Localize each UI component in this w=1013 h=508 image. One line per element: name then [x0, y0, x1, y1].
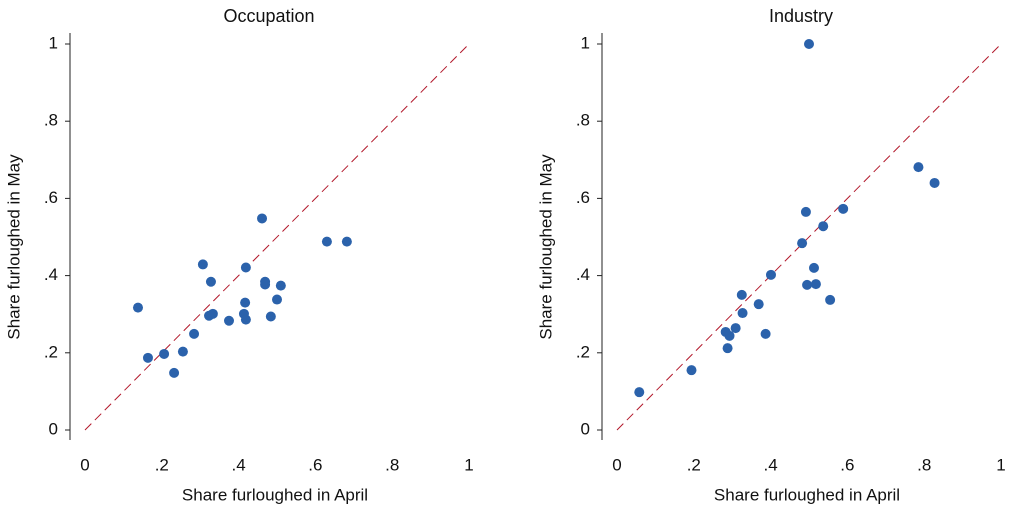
point	[224, 315, 234, 326]
x-tick-label: 1	[464, 455, 473, 474]
point	[800, 206, 811, 217]
x-tick-label: .4	[764, 455, 778, 474]
point	[257, 213, 268, 224]
chart-title: Industry	[769, 6, 833, 26]
point	[737, 308, 748, 319]
point	[808, 262, 819, 273]
y-tick-label: 0	[581, 419, 590, 438]
point	[205, 276, 216, 287]
point	[275, 280, 286, 291]
point	[753, 299, 764, 310]
point	[736, 289, 747, 300]
point	[730, 323, 741, 334]
point	[189, 328, 200, 339]
y-axis-label: Share furloughed in May	[4, 154, 23, 340]
point	[760, 328, 771, 339]
point	[341, 236, 352, 247]
x-axis-label: Share furloughed in April	[182, 485, 368, 504]
point	[132, 302, 143, 313]
diagonal	[84, 43, 470, 431]
point	[765, 269, 776, 280]
point	[724, 330, 735, 341]
point	[686, 365, 697, 376]
point	[207, 308, 218, 319]
point	[929, 177, 940, 188]
x-tick-label: 0	[612, 455, 621, 474]
point	[802, 279, 813, 290]
x-tick-label: .6	[308, 455, 322, 474]
point	[913, 162, 924, 173]
y-tick-label: .8	[576, 111, 590, 130]
point	[810, 279, 821, 290]
point	[260, 279, 271, 290]
y-tick-label: .6	[44, 188, 58, 207]
y-tick-label: .4	[44, 265, 58, 284]
point	[240, 262, 251, 273]
x-tick-label: .4	[232, 455, 246, 474]
point	[240, 314, 251, 325]
point	[177, 346, 188, 357]
x-tick-label: 1	[996, 455, 1005, 474]
point	[722, 343, 733, 354]
y-tick-label: .8	[44, 111, 58, 130]
y-tick-label: 1	[581, 33, 590, 52]
point	[797, 238, 808, 249]
x-tick-label: .6	[840, 455, 854, 474]
point	[265, 311, 276, 322]
y-tick-label: 0	[49, 419, 58, 438]
point	[159, 348, 170, 359]
point	[825, 294, 836, 305]
y-axis-label: Share furloughed in May	[536, 154, 555, 340]
x-tick-label: .8	[917, 455, 931, 474]
point	[142, 352, 153, 363]
x-axis-label: Share furloughed in April	[714, 485, 900, 504]
x-tick-label: .2	[687, 455, 701, 474]
y-tick-label: .2	[576, 342, 590, 361]
diagonal	[616, 43, 1002, 431]
point	[169, 367, 180, 378]
point	[838, 203, 849, 214]
point	[818, 221, 829, 232]
point	[240, 297, 251, 308]
y-tick-label: .6	[576, 188, 590, 207]
point	[804, 39, 814, 49]
x-tick-label: 0	[80, 455, 89, 474]
y-tick-label: 1	[49, 33, 58, 52]
point	[634, 387, 645, 398]
y-tick-label: .2	[44, 342, 58, 361]
x-tick-label: .8	[385, 455, 399, 474]
point	[321, 236, 332, 247]
point	[197, 259, 208, 270]
chart-title: Occupation	[223, 6, 314, 26]
y-tick-label: .4	[576, 265, 590, 284]
x-tick-label: .2	[155, 455, 169, 474]
point	[272, 294, 282, 305]
